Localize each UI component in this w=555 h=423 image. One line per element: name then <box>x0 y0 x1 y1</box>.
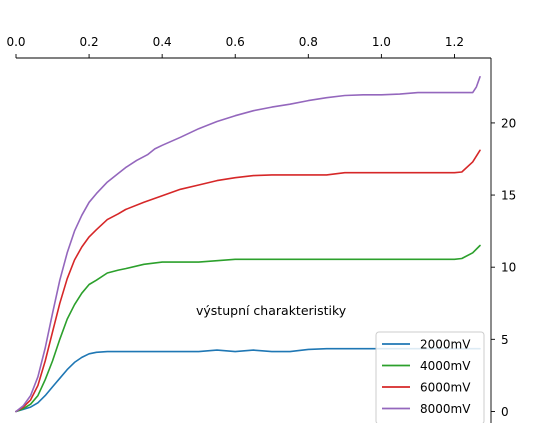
chart-annotation: výstupní charakteristiky <box>196 303 347 318</box>
x-tick-label: 0.8 <box>299 35 318 49</box>
x-axis-ticks: 0.0 0.2 0.4 0.6 0.8 1.0 1.2 <box>6 35 464 58</box>
x-tick-label: 0.0 <box>6 35 25 49</box>
legend-label: 8000mV <box>420 402 471 416</box>
series-line-6000mV <box>15 149 481 413</box>
series-line-4000mV <box>15 244 481 413</box>
legend-label: 6000mV <box>420 381 471 395</box>
y-tick-label: 5 <box>501 333 509 347</box>
y-tick-label: 20 <box>501 116 516 130</box>
legend: 2000mV 4000mV 6000mV 8000mV <box>375 331 485 423</box>
series-line-8000mV <box>15 76 481 413</box>
x-tick-label: 0.6 <box>226 35 245 49</box>
y-tick-label: 10 <box>501 261 516 275</box>
y-tick-label: 15 <box>501 189 516 203</box>
x-tick-label: 0.2 <box>80 35 99 49</box>
x-tick-label: 1.2 <box>445 35 464 49</box>
x-tick-label: 1.0 <box>372 35 391 49</box>
legend-label: 2000mV <box>420 338 471 352</box>
legend-box <box>375 331 485 423</box>
y-tick-label: 0 <box>501 405 509 419</box>
axis-spines <box>16 57 492 423</box>
y-axis-ticks: 0 5 10 15 20 <box>491 116 516 419</box>
x-tick-label: 0.4 <box>153 35 172 49</box>
legend-label: 4000mV <box>420 359 471 373</box>
